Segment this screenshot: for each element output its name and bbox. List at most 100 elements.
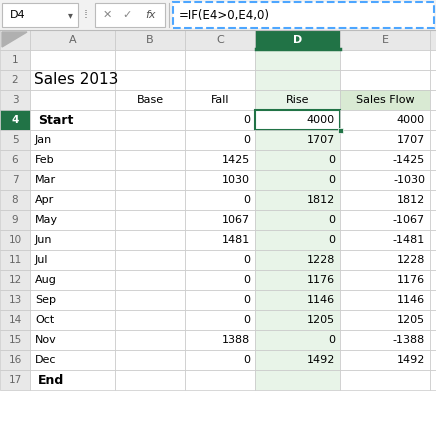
Bar — [2, 3, 78, 27]
Bar — [430, 350, 436, 370]
Bar — [185, 270, 255, 290]
Bar — [255, 30, 340, 50]
Text: 1228: 1228 — [397, 255, 425, 265]
Text: 1388: 1388 — [222, 335, 250, 345]
Bar — [0, 250, 30, 270]
Text: B: B — [146, 35, 154, 45]
Text: Sep: Sep — [35, 295, 56, 305]
Bar — [430, 210, 436, 230]
Bar — [430, 190, 436, 210]
Bar — [255, 70, 340, 90]
Bar — [255, 130, 340, 150]
Bar — [115, 230, 185, 250]
Bar — [430, 130, 436, 150]
Text: -1481: -1481 — [393, 235, 425, 245]
Bar — [430, 290, 436, 310]
Bar — [430, 170, 436, 190]
Bar — [430, 330, 436, 350]
Text: 14: 14 — [8, 315, 22, 325]
Text: 1492: 1492 — [307, 355, 335, 365]
Bar — [115, 310, 185, 330]
Bar — [185, 170, 255, 190]
Text: 6: 6 — [12, 155, 18, 165]
Text: 10: 10 — [8, 235, 21, 245]
Bar — [340, 330, 430, 350]
Text: A: A — [69, 35, 76, 45]
Bar — [95, 3, 165, 27]
Bar — [30, 130, 115, 150]
Text: Mar: Mar — [35, 175, 56, 185]
Bar — [340, 150, 430, 170]
Text: 0: 0 — [243, 355, 250, 365]
Text: 1707: 1707 — [397, 135, 425, 145]
Bar — [30, 270, 115, 290]
Text: 1812: 1812 — [307, 195, 335, 205]
Text: 17: 17 — [8, 375, 22, 385]
Text: ▾: ▾ — [68, 10, 72, 20]
Bar — [337, 127, 343, 133]
Bar — [185, 310, 255, 330]
Bar — [30, 210, 115, 230]
Bar — [0, 150, 30, 170]
Bar — [115, 330, 185, 350]
Bar — [185, 90, 255, 110]
Text: =IF(E4>0,E4,0): =IF(E4>0,E4,0) — [179, 8, 270, 22]
Bar — [30, 330, 115, 350]
Text: 1228: 1228 — [307, 255, 335, 265]
Text: fx: fx — [145, 10, 155, 20]
Bar — [115, 30, 185, 50]
Bar — [340, 50, 430, 70]
Bar — [340, 310, 430, 330]
Bar — [0, 370, 30, 390]
Bar — [115, 170, 185, 190]
Bar — [30, 190, 115, 210]
Bar — [0, 230, 30, 250]
Text: 11: 11 — [8, 255, 22, 265]
Bar — [0, 70, 30, 90]
Bar — [0, 270, 30, 290]
Text: 4: 4 — [11, 115, 19, 125]
Bar — [255, 50, 340, 70]
Text: 1492: 1492 — [397, 355, 425, 365]
Text: Feb: Feb — [35, 155, 54, 165]
Text: 1067: 1067 — [222, 215, 250, 225]
Text: End: End — [38, 373, 64, 387]
Text: 4000: 4000 — [397, 115, 425, 125]
Bar — [430, 90, 436, 110]
Bar — [185, 330, 255, 350]
Text: 1812: 1812 — [397, 195, 425, 205]
Text: 1: 1 — [12, 55, 18, 65]
Text: Base: Base — [136, 95, 164, 105]
Text: 1146: 1146 — [307, 295, 335, 305]
Bar — [185, 150, 255, 170]
Text: 0: 0 — [328, 155, 335, 165]
Bar — [0, 0, 436, 30]
Bar — [115, 350, 185, 370]
Bar — [30, 150, 115, 170]
Bar — [173, 2, 434, 28]
Bar — [185, 290, 255, 310]
Bar — [30, 90, 115, 110]
Bar — [255, 250, 340, 270]
Text: 1146: 1146 — [397, 295, 425, 305]
Bar — [255, 270, 340, 290]
Bar — [30, 110, 115, 130]
Bar — [0, 330, 30, 350]
Bar — [30, 310, 115, 330]
Bar — [115, 150, 185, 170]
Text: 0: 0 — [243, 115, 250, 125]
Bar — [255, 210, 340, 230]
Bar — [185, 230, 255, 250]
Bar — [255, 110, 340, 130]
Bar — [430, 30, 436, 50]
Bar — [0, 310, 30, 330]
Bar — [115, 90, 185, 110]
Text: 1205: 1205 — [397, 315, 425, 325]
Text: Jan: Jan — [35, 135, 52, 145]
Bar — [115, 130, 185, 150]
Text: 0: 0 — [328, 175, 335, 185]
Text: Sales 2013: Sales 2013 — [34, 73, 119, 87]
Text: D: D — [293, 35, 302, 45]
Text: 0: 0 — [243, 135, 250, 145]
Text: 1030: 1030 — [222, 175, 250, 185]
